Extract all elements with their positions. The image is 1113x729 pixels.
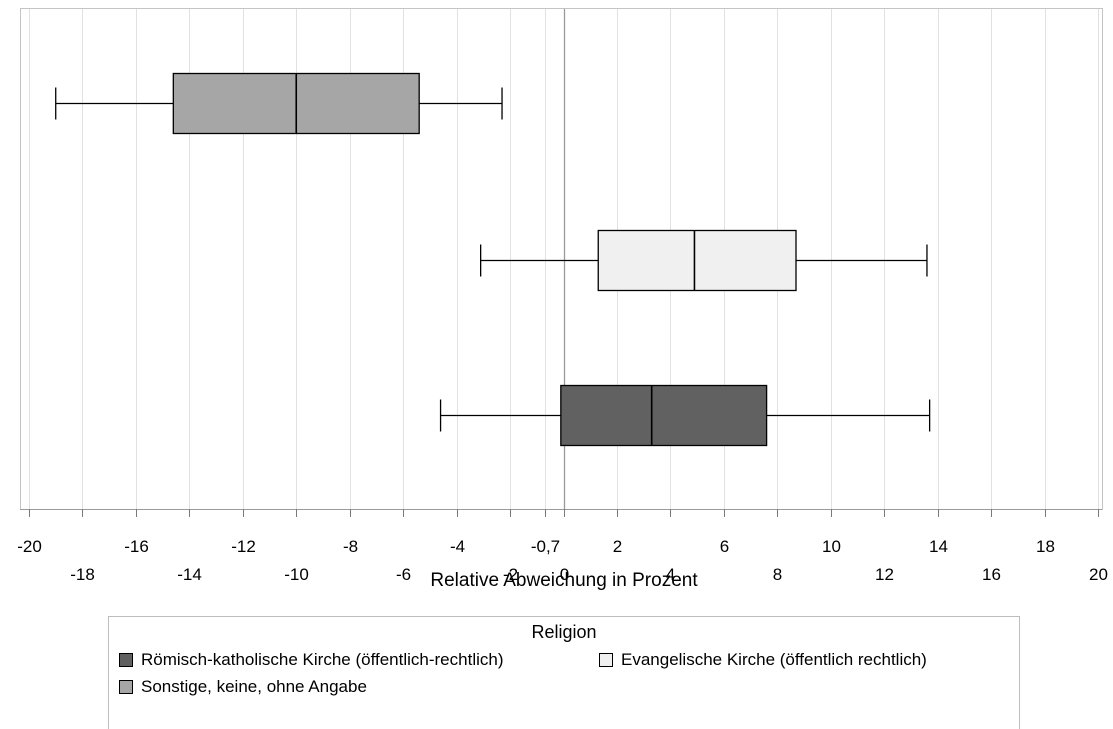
legend-label: Römisch-katholische Kirche (öffentlich-r…	[141, 650, 504, 669]
x-tick-label: 18	[1036, 537, 1055, 556]
x-tick-label: -20	[17, 537, 42, 556]
legend-label: Sonstige, keine, ohne Angabe	[141, 677, 367, 696]
legend-swatch	[119, 653, 133, 667]
legend-swatch	[599, 653, 613, 667]
x-tick-label: 12	[875, 565, 894, 584]
legend: Religion Römisch-katholische Kirche (öff…	[108, 616, 1020, 729]
x-tick-label: -18	[70, 565, 95, 584]
box-iqr	[560, 384, 768, 447]
x-tick-label: 0	[560, 565, 569, 584]
legend-item-katholisch: Römisch-katholische Kirche (öffentlich-r…	[119, 650, 504, 670]
x-tick-label: 16	[982, 565, 1001, 584]
x-tick-label: 2	[613, 537, 622, 556]
x-tick-label: -6	[396, 565, 411, 584]
x-tick-label: 14	[929, 537, 948, 556]
x-tick-label: -2	[503, 565, 518, 584]
x-tick-label: 4	[666, 565, 675, 584]
legend-label: Evangelische Kirche (öffentlich rechtlic…	[621, 650, 927, 669]
x-tick-label: 8	[773, 565, 782, 584]
boxplot-chart: -20 -16 -12 -8 -4 -0,7 2 6 10 14 18-18 -14 -10 -6 -2 0 4…	[17, 8, 1108, 591]
x-tick-label: -12	[231, 537, 256, 556]
x-tick-label: 10	[822, 537, 841, 556]
x-tick-label: -16	[124, 537, 149, 556]
x-axis: -20 -16 -12 -8 -4 -0,7 2 6 10 14 18-18 -14 -10 -6 -2 0 4…	[17, 509, 1108, 584]
x-tick-label: 20	[1089, 565, 1108, 584]
x-tick-label: -4	[450, 537, 465, 556]
box-iqr	[597, 229, 797, 292]
x-tick-label: -0,7	[531, 537, 560, 556]
box-2	[439, 384, 931, 447]
box-1	[480, 229, 928, 292]
x-tick-label: -14	[177, 565, 202, 584]
legend-item-evangelisch: Evangelische Kirche (öffentlich rechtlic…	[599, 650, 927, 670]
boxes-layer	[55, 72, 931, 447]
x-tick-label: 6	[720, 537, 729, 556]
legend-swatch	[119, 680, 133, 694]
x-tick-label: -10	[284, 565, 309, 584]
legend-title: Religion	[531, 622, 597, 642]
legend-item-sonstige: Sonstige, keine, ohne Angabe	[119, 677, 367, 697]
x-axis-title: Relative Abweichung in Prozent	[430, 570, 698, 591]
box-0	[55, 72, 503, 135]
x-tick-label: -8	[343, 537, 358, 556]
